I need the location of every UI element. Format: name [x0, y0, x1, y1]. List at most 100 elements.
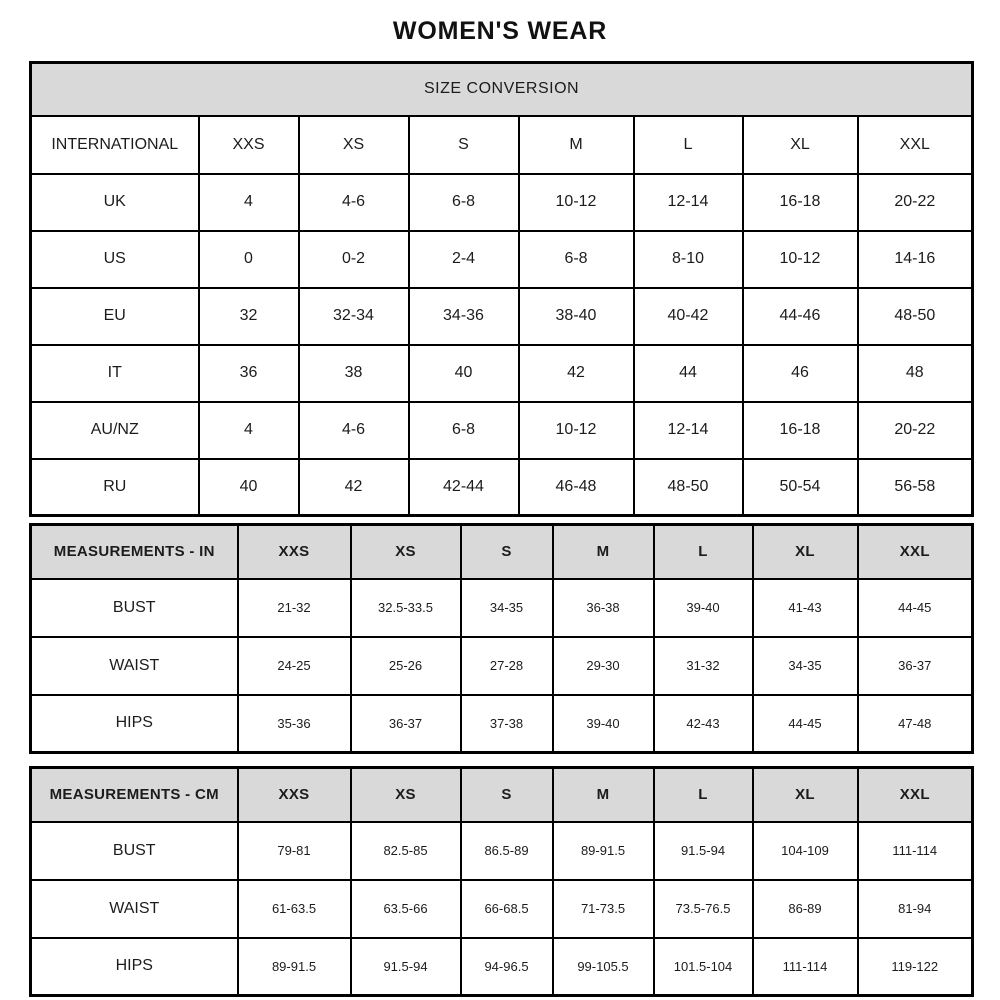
row-label: AU/NZ [29, 400, 200, 460]
value-cell: 91.5-94 [349, 936, 462, 997]
value-cell: 32 [197, 286, 300, 346]
value-cell: 82.5-85 [349, 820, 462, 881]
column-header: S [459, 523, 554, 580]
row-label: WAIST [29, 878, 239, 939]
value-cell: 32-34 [297, 286, 410, 346]
value-cell: 31-32 [652, 635, 754, 696]
value-cell: 27-28 [459, 635, 554, 696]
value-cell: 81-94 [856, 878, 974, 939]
value-cell: 91.5-94 [652, 820, 754, 881]
value-cell: 4-6 [297, 400, 410, 460]
row-label: RU [29, 457, 200, 517]
value-cell: 99-105.5 [551, 936, 655, 997]
table-banner-row: SIZE CONVERSION [29, 61, 974, 117]
value-cell: 34-35 [459, 577, 554, 638]
value-cell: 56-58 [856, 457, 974, 517]
table-row: EU 32 32-34 34-36 38-40 40-42 44-46 48-50 [29, 286, 974, 346]
value-cell: 8-10 [632, 229, 744, 289]
table-header-row: MEASUREMENTS - IN XXS XS S M L XL XXL [29, 523, 974, 580]
value-cell: 47-48 [856, 693, 974, 754]
value-cell: 42 [517, 343, 635, 403]
value-cell: 4 [197, 172, 300, 232]
value-cell: 111-114 [751, 936, 859, 997]
column-header: XXL [856, 766, 974, 823]
value-cell: 6-8 [517, 229, 635, 289]
value-cell: 36 [197, 343, 300, 403]
page-title: WOMEN'S WEAR [392, 17, 608, 45]
table-row: IT 36 38 40 42 44 46 48 [29, 343, 974, 403]
table-row: WAIST 61-63.5 63.5-66 66-68.5 71-73.5 73.5-76… [29, 878, 974, 939]
column-header: XL [751, 523, 859, 580]
value-cell: 6-8 [407, 400, 520, 460]
value-cell: 48-50 [632, 457, 744, 517]
value-cell: 61-63.5 [236, 878, 352, 939]
row-label: IT [29, 343, 200, 403]
value-cell: 32.5-33.5 [349, 577, 462, 638]
value-cell: 111-114 [856, 820, 974, 881]
value-cell: 44 [632, 343, 744, 403]
column-header: M [551, 766, 655, 823]
table-row: US 0 0-2 2-4 6-8 8-10 10-12 14-16 [29, 229, 974, 289]
value-cell: 36-37 [856, 635, 974, 696]
value-cell: 40 [197, 457, 300, 517]
row-label: HIPS [29, 693, 239, 754]
column-header: XXL [856, 114, 974, 175]
value-cell: 16-18 [741, 172, 859, 232]
value-cell: 86-89 [751, 878, 859, 939]
table-row: RU 40 42 42-44 46-48 48-50 50-54 56-58 [29, 457, 974, 517]
value-cell: 20-22 [856, 172, 974, 232]
value-cell: 44-45 [856, 577, 974, 638]
value-cell: 20-22 [856, 400, 974, 460]
column-header: S [407, 114, 520, 175]
value-cell: 36-37 [349, 693, 462, 754]
column-header: XS [349, 523, 462, 580]
table-row: WAIST 24-25 25-26 27-28 29-30 31-32 34-35 36-37 [29, 635, 974, 696]
value-cell: 50-54 [741, 457, 859, 517]
value-cell: 29-30 [551, 635, 655, 696]
value-cell: 71-73.5 [551, 878, 655, 939]
value-cell: 89-91.5 [236, 936, 352, 997]
value-cell: 36-38 [551, 577, 655, 638]
row-label: BUST [29, 577, 239, 638]
value-cell: 44-46 [741, 286, 859, 346]
value-cell: 14-16 [856, 229, 974, 289]
value-cell: 48-50 [856, 286, 974, 346]
column-header: XL [741, 114, 859, 175]
row-header-label: MEASUREMENTS - IN [29, 523, 239, 580]
value-cell: 38-40 [517, 286, 635, 346]
value-cell: 38 [297, 343, 410, 403]
value-cell: 66-68.5 [459, 878, 554, 939]
row-label: EU [29, 286, 200, 346]
measurements-cm-table: MEASUREMENTS - CM XXS XS S M L XL XXL BUST 79-81 8… [29, 766, 974, 997]
value-cell: 4-6 [297, 172, 410, 232]
value-cell: 10-12 [741, 229, 859, 289]
value-cell: 42-43 [652, 693, 754, 754]
value-cell: 6-8 [407, 172, 520, 232]
value-cell: 39-40 [652, 577, 754, 638]
value-cell: 73.5-76.5 [652, 878, 754, 939]
value-cell: 35-36 [236, 693, 352, 754]
value-cell: 16-18 [741, 400, 859, 460]
value-cell: 4 [197, 400, 300, 460]
column-header: M [517, 114, 635, 175]
table-header-row: INTERNATIONAL XXS XS S M L XL XXL [29, 114, 974, 175]
table-row: AU/NZ 4 4-6 6-8 10-12 12-14 16-18 20-22 [29, 400, 974, 460]
table-header-row: MEASUREMENTS - CM XXS XS S M L XL XXL [29, 766, 974, 823]
value-cell: 24-25 [236, 635, 352, 696]
size-conversion-table: SIZE CONVERSION INTERNATIONAL XXS XS S M L XL XX… [29, 61, 975, 517]
column-header: L [652, 766, 754, 823]
value-cell: 46-48 [517, 457, 635, 517]
measurements-in-table: MEASUREMENTS - IN XXS XS S M L XL XXL BUST 21-32 3… [29, 523, 974, 754]
value-cell: 39-40 [551, 693, 655, 754]
value-cell: 10-12 [517, 172, 635, 232]
value-cell: 41-43 [751, 577, 859, 638]
value-cell: 86.5-89 [459, 820, 554, 881]
table-row: BUST 21-32 32.5-33.5 34-35 36-38 39-40 41-43 44… [29, 577, 974, 638]
column-header: XXL [856, 523, 974, 580]
row-label: BUST [29, 820, 239, 881]
size-conversion-banner: SIZE CONVERSION [29, 61, 974, 117]
column-header: XXS [236, 523, 352, 580]
value-cell: 0 [197, 229, 300, 289]
value-cell: 10-12 [517, 400, 635, 460]
